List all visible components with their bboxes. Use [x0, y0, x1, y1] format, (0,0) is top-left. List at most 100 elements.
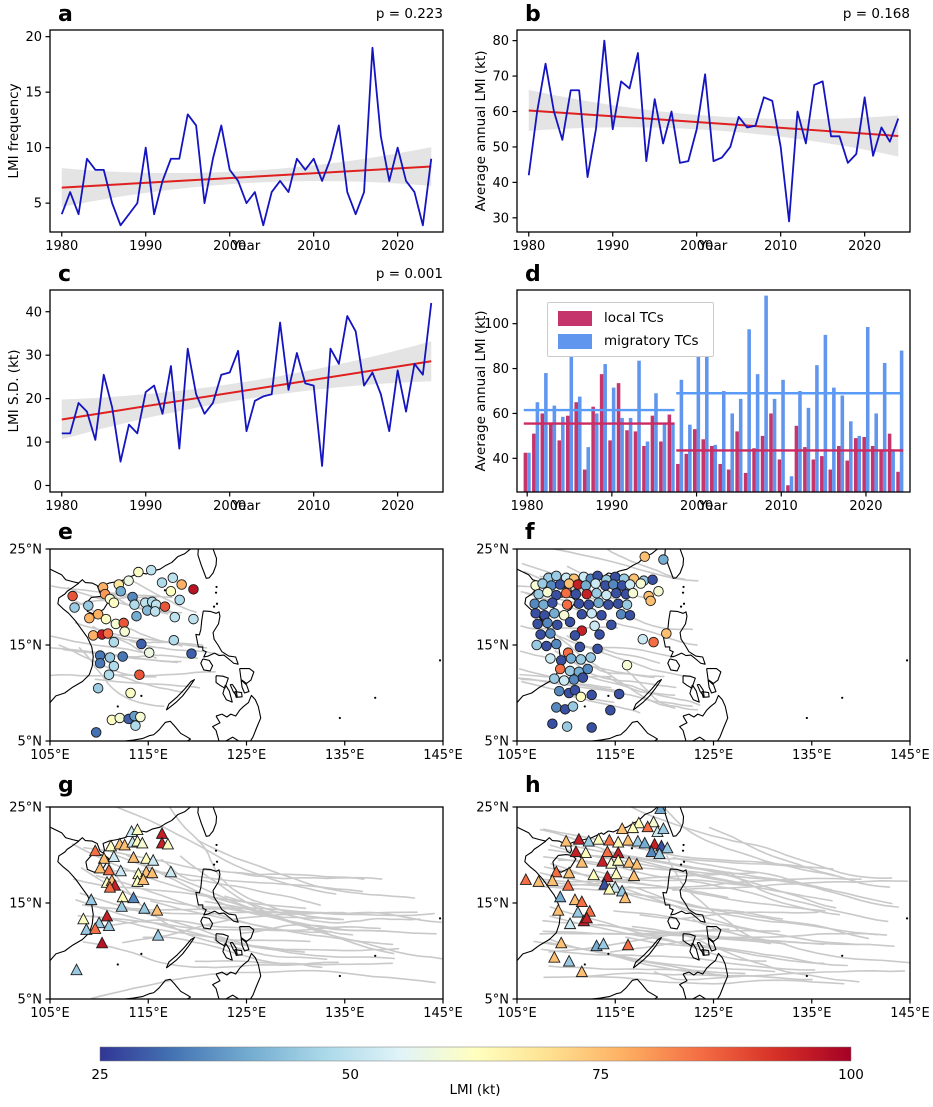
- panel-b: 1980 1990 2000 2010 2020 30 40 50 60 70 80 b p = 0…: [467, 0, 933, 258]
- svg-text:115°E: 115°E: [128, 1006, 168, 1017]
- svg-text:25°N: 25°N: [9, 801, 42, 816]
- panel-c-xlabel: Year: [231, 498, 261, 514]
- svg-text:5°N: 5°N: [18, 993, 43, 1008]
- svg-text:2000: 2000: [680, 239, 713, 254]
- panel-c: 1980 1990 2000 2010 2020 0 10 20 30 40 c p = 0.00…: [0, 258, 466, 520]
- svg-text:115°E: 115°E: [595, 1006, 635, 1017]
- svg-text:1990: 1990: [129, 499, 162, 514]
- svg-text:40: 40: [492, 176, 509, 191]
- panel-d: 1980 1990 2000 2010 2020 40 60 80 100 d Average …: [467, 258, 933, 520]
- svg-text:5°N: 5°N: [18, 735, 43, 750]
- svg-text:115°E: 115°E: [128, 748, 168, 763]
- svg-text:30: 30: [492, 211, 509, 226]
- svg-text:2000: 2000: [213, 499, 246, 514]
- panel-h: 105°E 115°E 125°E 135°E 145°E 5°N 15°N 25°N h: [467, 767, 933, 1018]
- panel-e: 105°E 115°E 125°E 135°E 145°E 5°N 15°N 25°N e: [0, 520, 466, 767]
- panel-a-xlabel: Year: [231, 238, 261, 254]
- panel-a-pvalue: p = 0.223: [375, 6, 443, 22]
- svg-text:10: 10: [25, 436, 42, 451]
- panel-b-xlabel: Year: [698, 238, 728, 254]
- svg-text:1990: 1990: [596, 239, 629, 254]
- svg-text:105°E: 105°E: [30, 1006, 70, 1017]
- svg-text:1980: 1980: [511, 499, 544, 514]
- svg-text:2010: 2010: [297, 499, 330, 514]
- panel-c-plot: 1980 1990 2000 2010 2020 0 10 20 30 40: [25, 289, 444, 514]
- svg-text:20: 20: [25, 392, 42, 407]
- svg-text:5°N: 5°N: [485, 735, 510, 750]
- colorbar-canvas: 25 50 75 100: [91, 1046, 864, 1083]
- svg-text:0: 0: [34, 479, 42, 494]
- svg-text:125°E: 125°E: [227, 748, 267, 763]
- svg-text:2010: 2010: [297, 239, 330, 254]
- local-tcs-swatch: [558, 310, 592, 326]
- migratory-tcs-swatch: [558, 333, 592, 349]
- svg-text:60: 60: [492, 105, 509, 120]
- svg-text:5: 5: [34, 197, 42, 212]
- svg-text:25°N: 25°N: [476, 543, 509, 558]
- svg-text:2020: 2020: [381, 239, 414, 254]
- svg-text:50: 50: [492, 140, 509, 155]
- panel-c-pvalue: p = 0.001: [375, 266, 443, 282]
- panel-f-map: 105°E 115°E 125°E 135°E 145°E 5°N 15°N 25°N: [476, 543, 930, 763]
- svg-text:25°N: 25°N: [9, 543, 42, 558]
- svg-text:2010: 2010: [765, 499, 798, 514]
- panel-b-pvalue: p = 0.168: [842, 6, 910, 22]
- panel-d-letter: d: [525, 262, 541, 287]
- panel-e-letter: e: [58, 520, 73, 545]
- svg-text:1980: 1980: [512, 239, 545, 254]
- panel-d-legend: local TCs migratory TCs: [547, 302, 714, 357]
- panel-f-letter: f: [525, 520, 535, 545]
- svg-text:125°E: 125°E: [694, 1006, 734, 1017]
- svg-text:60: 60: [492, 407, 509, 422]
- panel-b-letter: b: [525, 2, 541, 27]
- svg-text:1980: 1980: [45, 239, 78, 254]
- panel-b-ylabel: Average annual LMI (kt): [473, 50, 489, 212]
- panel-e-map: 105°E 115°E 125°E 135°E 145°E 5°N 15°N 25°N: [9, 543, 463, 763]
- panel-c-ylabel: LMI S.D. (kt): [6, 349, 22, 433]
- panel-h-map: 105°E 115°E 125°E 135°E 145°E 5°N 15°N 25°N: [476, 801, 930, 1017]
- svg-text:135°E: 135°E: [792, 1006, 832, 1017]
- panel-g-map: 105°E 115°E 125°E 135°E 145°E 5°N 15°N 25°N: [9, 801, 463, 1017]
- svg-text:100: 100: [484, 317, 509, 332]
- colorbar-label: LMI (kt): [449, 1082, 501, 1098]
- svg-text:70: 70: [492, 70, 509, 85]
- panel-a-plot: 1980 1990 2000 2010 2020 5 10 15 20: [25, 29, 444, 254]
- svg-text:50: 50: [342, 1067, 359, 1083]
- legend-item-migratory: migratory TCs: [558, 333, 699, 349]
- svg-text:100: 100: [838, 1067, 864, 1083]
- svg-text:25°N: 25°N: [476, 801, 509, 816]
- svg-text:75: 75: [592, 1067, 609, 1083]
- svg-text:80: 80: [492, 362, 509, 377]
- panel-h-letter: h: [525, 773, 541, 798]
- svg-text:145°E: 145°E: [423, 1006, 463, 1017]
- legend-label-local: local TCs: [604, 310, 664, 326]
- colorbar-panel: 25 50 75 100 LMI (kt): [0, 1014, 933, 1107]
- svg-text:105°E: 105°E: [497, 1006, 537, 1017]
- legend-label-migratory: migratory TCs: [604, 333, 699, 349]
- svg-text:15°N: 15°N: [476, 897, 509, 912]
- svg-text:15°N: 15°N: [9, 897, 42, 912]
- panel-g-letter: g: [58, 773, 74, 798]
- svg-text:2000: 2000: [213, 239, 246, 254]
- svg-text:5°N: 5°N: [485, 993, 510, 1008]
- svg-text:1990: 1990: [129, 239, 162, 254]
- svg-text:15°N: 15°N: [9, 639, 42, 654]
- svg-text:2020: 2020: [848, 239, 881, 254]
- svg-text:1990: 1990: [595, 499, 628, 514]
- panel-d-plot: 1980 1990 2000 2010 2020 40 60 80 100: [484, 289, 911, 514]
- svg-text:105°E: 105°E: [497, 748, 537, 763]
- panel-f: 105°E 115°E 125°E 135°E 145°E 5°N 15°N 25°N f: [467, 520, 933, 767]
- svg-text:2020: 2020: [381, 499, 414, 514]
- svg-text:40: 40: [492, 452, 509, 467]
- svg-text:145°E: 145°E: [890, 748, 930, 763]
- svg-text:1980: 1980: [45, 499, 78, 514]
- svg-text:15°N: 15°N: [476, 639, 509, 654]
- panel-c-letter: c: [58, 262, 72, 287]
- svg-text:145°E: 145°E: [423, 748, 463, 763]
- svg-text:135°E: 135°E: [325, 1006, 365, 1017]
- svg-text:40: 40: [25, 305, 42, 320]
- svg-text:25: 25: [91, 1067, 108, 1083]
- svg-text:80: 80: [492, 34, 509, 49]
- svg-text:15: 15: [25, 86, 42, 101]
